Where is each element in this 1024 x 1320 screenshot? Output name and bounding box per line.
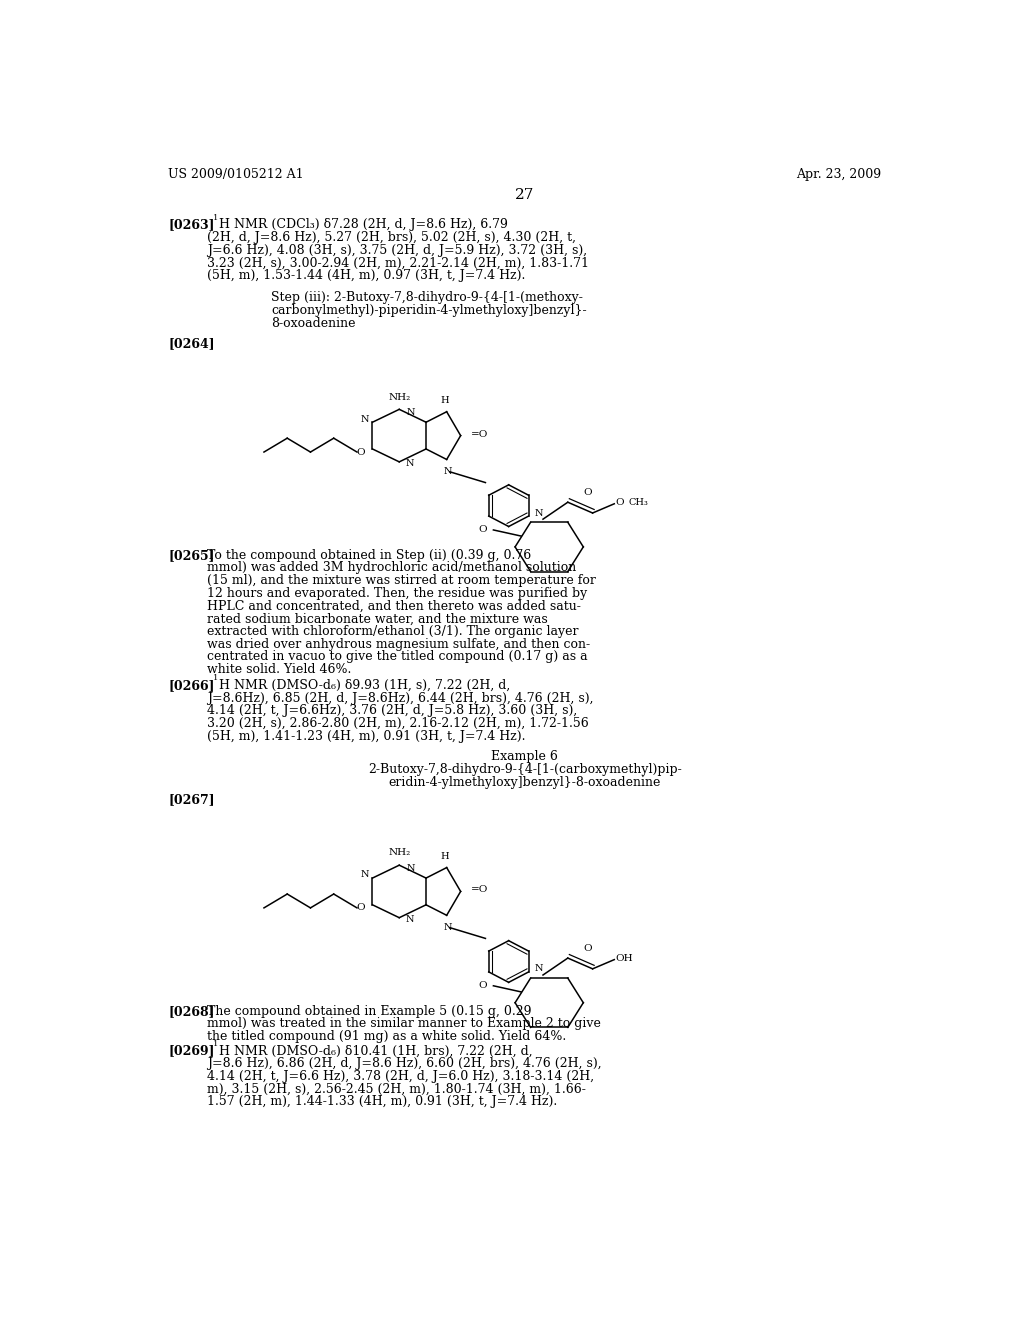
Text: NH₂: NH₂ — [388, 392, 411, 401]
Text: O: O — [356, 903, 365, 912]
Text: Example 6: Example 6 — [492, 750, 558, 763]
Text: mmol) was added 3M hydrochloric acid/methanol solution: mmol) was added 3M hydrochloric acid/met… — [207, 561, 577, 574]
Text: Apr. 23, 2009: Apr. 23, 2009 — [797, 168, 882, 181]
Text: =O: =O — [471, 429, 488, 438]
Text: The compound obtained in Example 5 (0.15 g, 0.29: The compound obtained in Example 5 (0.15… — [207, 1005, 531, 1018]
Text: [0269]: [0269] — [168, 1044, 215, 1057]
Text: Step (iii): 2-Butoxy-7,8-dihydro-9-{4-[1-(methoxy-: Step (iii): 2-Butoxy-7,8-dihydro-9-{4-[1… — [271, 292, 584, 304]
Text: N: N — [444, 923, 453, 932]
Text: 8-oxoadenine: 8-oxoadenine — [271, 317, 356, 330]
Text: 4.14 (2H, t, J=6.6Hz), 3.76 (2H, d, J=5.8 Hz), 3.60 (3H, s),: 4.14 (2H, t, J=6.6Hz), 3.76 (2H, d, J=5.… — [207, 705, 578, 717]
Text: N: N — [535, 508, 543, 517]
Text: 3.23 (2H, s), 3.00-2.94 (2H, m), 2.21-2.14 (2H, m), 1.83-1.71: 3.23 (2H, s), 3.00-2.94 (2H, m), 2.21-2.… — [207, 256, 589, 269]
Text: 12 hours and evaporated. Then, the residue was purified by: 12 hours and evaporated. Then, the resid… — [207, 587, 588, 599]
Text: H NMR (DMSO-d₆) δ10.41 (1H, brs), 7.22 (2H, d,: H NMR (DMSO-d₆) δ10.41 (1H, brs), 7.22 (… — [219, 1044, 532, 1057]
Text: eridin-4-ylmethyloxy]benzyl}-8-oxoadenine: eridin-4-ylmethyloxy]benzyl}-8-oxoadenin… — [389, 776, 660, 788]
Text: O: O — [584, 944, 592, 953]
Text: O: O — [478, 981, 486, 990]
Text: J=8.6Hz), 6.85 (2H, d, J=8.6Hz), 6.44 (2H, brs), 4.76 (2H, s),: J=8.6Hz), 6.85 (2H, d, J=8.6Hz), 6.44 (2… — [207, 692, 594, 705]
Text: [0263]: [0263] — [168, 219, 215, 231]
Text: (5H, m), 1.41-1.23 (4H, m), 0.91 (3H, t, J=7.4 Hz).: (5H, m), 1.41-1.23 (4H, m), 0.91 (3H, t,… — [207, 730, 525, 743]
Text: [0267]: [0267] — [168, 793, 215, 807]
Text: O: O — [356, 447, 365, 457]
Text: 1: 1 — [213, 214, 219, 222]
Text: (15 ml), and the mixture was stirred at room temperature for: (15 ml), and the mixture was stirred at … — [207, 574, 596, 587]
Text: centrated in vacuo to give the titled compound (0.17 g) as a: centrated in vacuo to give the titled co… — [207, 651, 588, 664]
Text: N: N — [444, 467, 453, 477]
Text: N: N — [535, 965, 543, 973]
Text: [0268]: [0268] — [168, 1005, 215, 1018]
Text: To the compound obtained in Step (ii) (0.39 g, 0.76: To the compound obtained in Step (ii) (0… — [207, 549, 531, 562]
Text: 1.57 (2H, m), 1.44-1.33 (4H, m), 0.91 (3H, t, J=7.4 Hz).: 1.57 (2H, m), 1.44-1.33 (4H, m), 0.91 (3… — [207, 1096, 557, 1107]
Text: (2H, d, J=8.6 Hz), 5.27 (2H, brs), 5.02 (2H, s), 4.30 (2H, t,: (2H, d, J=8.6 Hz), 5.27 (2H, brs), 5.02 … — [207, 231, 577, 244]
Text: 27: 27 — [515, 187, 535, 202]
Text: 3.20 (2H, s), 2.86-2.80 (2H, m), 2.16-2.12 (2H, m), 1.72-1.56: 3.20 (2H, s), 2.86-2.80 (2H, m), 2.16-2.… — [207, 717, 589, 730]
Text: N: N — [360, 870, 370, 879]
Text: J=8.6 Hz), 6.86 (2H, d, J=8.6 Hz), 6.60 (2H, brs), 4.76 (2H, s),: J=8.6 Hz), 6.86 (2H, d, J=8.6 Hz), 6.60 … — [207, 1057, 602, 1071]
Text: HPLC and concentrated, and then thereto was added satu-: HPLC and concentrated, and then thereto … — [207, 599, 581, 612]
Text: the titled compound (91 mg) as a white solid. Yield 64%.: the titled compound (91 mg) as a white s… — [207, 1030, 566, 1043]
Text: H: H — [440, 396, 450, 405]
Text: was dried over anhydrous magnesium sulfate, and then con-: was dried over anhydrous magnesium sulfa… — [207, 638, 590, 651]
Text: [0264]: [0264] — [168, 337, 215, 350]
Text: H NMR (DMSO-d₆) δ9.93 (1H, s), 7.22 (2H, d,: H NMR (DMSO-d₆) δ9.93 (1H, s), 7.22 (2H,… — [219, 678, 510, 692]
Text: 1: 1 — [213, 1040, 219, 1048]
Text: OH: OH — [615, 953, 634, 962]
Text: extracted with chloroform/ethanol (3/1). The organic layer: extracted with chloroform/ethanol (3/1).… — [207, 626, 579, 638]
Text: =O: =O — [471, 886, 488, 895]
Text: rated sodium bicarbonate water, and the mixture was: rated sodium bicarbonate water, and the … — [207, 612, 548, 626]
Text: O: O — [584, 488, 592, 496]
Text: 2-Butoxy-7,8-dihydro-9-{4-[1-(carboxymethyl)pip-: 2-Butoxy-7,8-dihydro-9-{4-[1-(carboxymet… — [368, 763, 682, 776]
Text: H NMR (CDCl₃) δ7.28 (2H, d, J=8.6 Hz), 6.79: H NMR (CDCl₃) δ7.28 (2H, d, J=8.6 Hz), 6… — [219, 219, 508, 231]
Text: N: N — [406, 915, 414, 924]
Text: 4.14 (2H, t, J=6.6 Hz), 3.78 (2H, d, J=6.0 Hz), 3.18-3.14 (2H,: 4.14 (2H, t, J=6.6 Hz), 3.78 (2H, d, J=6… — [207, 1069, 594, 1082]
Text: carbonylmethyl)-piperidin-4-ylmethyloxy]benzyl}-: carbonylmethyl)-piperidin-4-ylmethyloxy]… — [271, 304, 587, 317]
Text: mmol) was treated in the similar manner to Example 2 to give: mmol) was treated in the similar manner … — [207, 1018, 601, 1031]
Text: N: N — [360, 414, 370, 424]
Text: O: O — [615, 498, 625, 507]
Text: US 2009/0105212 A1: US 2009/0105212 A1 — [168, 168, 304, 181]
Text: H: H — [440, 851, 450, 861]
Text: m), 3.15 (2H, s), 2.56-2.45 (2H, m), 1.80-1.74 (3H, m), 1.66-: m), 3.15 (2H, s), 2.56-2.45 (2H, m), 1.8… — [207, 1082, 586, 1096]
Text: CH₃: CH₃ — [629, 498, 648, 507]
Text: N: N — [407, 408, 416, 417]
Text: [0265]: [0265] — [168, 549, 215, 562]
Text: J=6.6 Hz), 4.08 (3H, s), 3.75 (2H, d, J=5.9 Hz), 3.72 (3H, s),: J=6.6 Hz), 4.08 (3H, s), 3.75 (2H, d, J=… — [207, 244, 587, 257]
Text: O: O — [478, 525, 486, 535]
Text: (5H, m), 1.53-1.44 (4H, m), 0.97 (3H, t, J=7.4 Hz).: (5H, m), 1.53-1.44 (4H, m), 0.97 (3H, t,… — [207, 269, 525, 282]
Text: white solid. Yield 46%.: white solid. Yield 46%. — [207, 663, 351, 676]
Text: [0266]: [0266] — [168, 678, 215, 692]
Text: N: N — [407, 863, 416, 873]
Text: 1: 1 — [213, 675, 219, 682]
Text: N: N — [406, 459, 414, 467]
Text: NH₂: NH₂ — [388, 849, 411, 858]
